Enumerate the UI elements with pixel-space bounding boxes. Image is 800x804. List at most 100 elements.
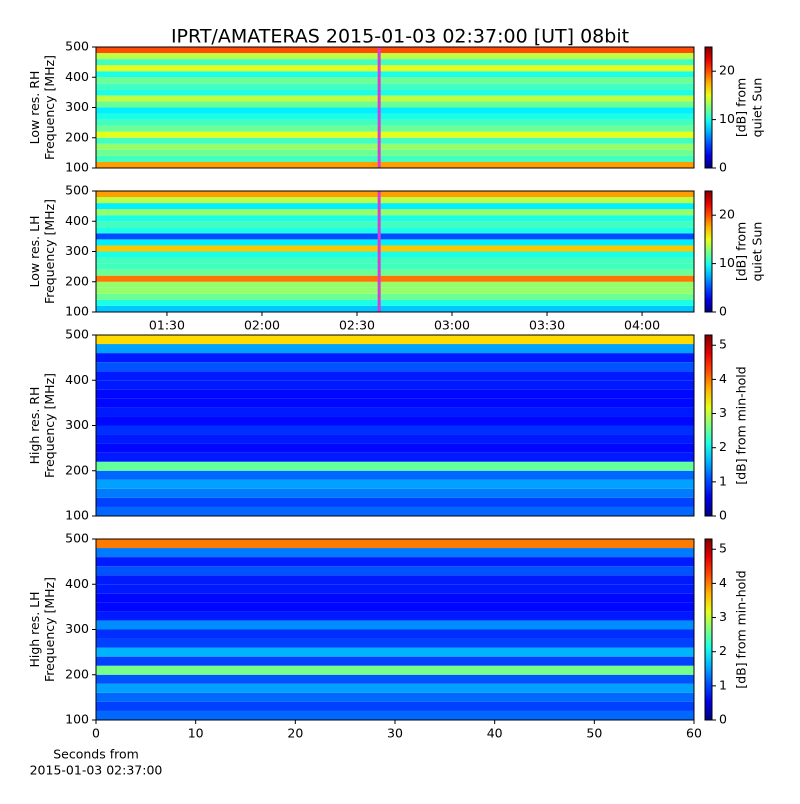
- heatmap-cell: [96, 287, 694, 294]
- heatmap-cell: [96, 107, 694, 114]
- y-tick-label: 400: [65, 213, 89, 228]
- heatmap-cell: [96, 143, 694, 150]
- heatmap-cell: [96, 488, 694, 498]
- y-axis-label: Frequency [MHz]: [42, 55, 57, 160]
- heatmap-cell: [96, 665, 694, 675]
- heatmap-cell: [96, 611, 694, 621]
- colorbar-tick-label: 1: [719, 677, 727, 692]
- heatmap-cell: [96, 221, 694, 228]
- x-tick-label: 60: [686, 726, 702, 741]
- heatmap-cell: [96, 257, 694, 264]
- heatmap-cell: [96, 479, 694, 489]
- heatmap-cell: [96, 251, 694, 258]
- y-tick-label: 100: [65, 712, 89, 727]
- y-tick-label: 300: [65, 417, 89, 432]
- y-tick-label: 500: [65, 327, 89, 342]
- y-tick-label: 500: [65, 183, 89, 198]
- y-tick-label: 400: [65, 576, 89, 591]
- heatmap-cell: [96, 161, 694, 168]
- heatmap-cell: [96, 101, 694, 108]
- heatmap-cell: [96, 89, 694, 96]
- y-tick-label: 400: [65, 372, 89, 387]
- colorbar-tick-label: 3: [719, 405, 727, 420]
- colorbar: [704, 334, 713, 517]
- y-axis-label: Low res. RH: [27, 71, 42, 145]
- colorbar-tick-label: 5: [719, 541, 727, 556]
- colorbar-tick-label: 4: [719, 575, 727, 590]
- heatmap-cell: [96, 461, 694, 471]
- heatmap-cell: [96, 629, 694, 639]
- x-tick-label: 04:00: [624, 318, 660, 333]
- heatmap-cell: [96, 275, 694, 282]
- colorbar-label: [dB] from: [734, 222, 749, 281]
- y-axis-label: Frequency [MHz]: [42, 577, 57, 682]
- heatmap-cell: [96, 647, 694, 657]
- heatmap-cell: [96, 263, 694, 270]
- heatmap-cell: [96, 233, 694, 240]
- x-tick-label: 02:30: [339, 318, 375, 333]
- colorbar-label: quiet Sun: [750, 78, 765, 138]
- x-tick-label: 03:00: [434, 318, 470, 333]
- heatmap-cell: [96, 353, 694, 363]
- y-tick-label: 500: [65, 39, 89, 54]
- heatmap-cell: [96, 299, 694, 306]
- heatmap-cell: [96, 191, 694, 198]
- y-axis-label: Frequency [MHz]: [42, 373, 57, 478]
- heatmap-cell: [96, 602, 694, 612]
- heatmap-cell: [96, 593, 694, 603]
- y-axis-label: Frequency [MHz]: [42, 199, 57, 304]
- colorbar-tick-label: 20: [719, 63, 735, 78]
- heatmap-cell: [96, 371, 694, 381]
- heatmap-cell: [96, 470, 694, 480]
- heatmap-cell: [96, 443, 694, 453]
- heatmap-cell: [96, 434, 694, 444]
- y-axis-label: High res. RH: [27, 387, 42, 465]
- heatmap-cell: [96, 209, 694, 216]
- heatmap-cell: [96, 293, 694, 300]
- colorbar-tick-label: 5: [719, 337, 727, 352]
- heatmap-cell: [96, 683, 694, 693]
- heatmap-cell: [96, 95, 694, 102]
- heatmap-cell: [96, 497, 694, 507]
- heatmap-cell: [96, 452, 694, 462]
- heatmap-cell: [96, 59, 694, 66]
- heatmap-cell: [96, 149, 694, 156]
- colorbar-label: [dB] from min-hold: [734, 570, 749, 688]
- heatmap-cell: [96, 407, 694, 417]
- heatmap-cell: [96, 548, 694, 558]
- colorbar-label: quiet Sun: [750, 222, 765, 282]
- y-tick-label: 200: [65, 666, 89, 681]
- heatmap-cell: [96, 71, 694, 78]
- heatmap-cell: [96, 65, 694, 72]
- x-tick-label: 0: [92, 726, 100, 741]
- colorbar-tick-label: 20: [719, 207, 735, 222]
- heatmap-cell: [96, 710, 694, 720]
- heatmap-cell: [96, 113, 694, 120]
- y-tick-label: 500: [65, 531, 89, 546]
- y-tick-label: 100: [65, 160, 89, 175]
- heatmap-cell: [96, 155, 694, 162]
- heatmap-cell: [96, 131, 694, 138]
- x-tick-label: 40: [487, 726, 503, 741]
- heatmap-cell: [96, 344, 694, 354]
- x-tick-label: 03:30: [529, 318, 565, 333]
- heatmap-cell: [96, 425, 694, 435]
- colorbar-tick-label: 0: [719, 508, 727, 523]
- chart-title: IPRT/AMATERAS 2015-01-03 02:37:00 [UT] 0…: [171, 26, 629, 48]
- y-axis-label: Low res. LH: [27, 216, 42, 288]
- heatmap-cell: [96, 119, 694, 126]
- heatmap-cell: [96, 692, 694, 702]
- heatmap-cell: [96, 239, 694, 246]
- heatmap-cell: [96, 137, 694, 144]
- y-tick-label: 100: [65, 304, 89, 319]
- colorbar-label: [dB] from: [734, 78, 749, 137]
- y-axis-label: High res. LH: [27, 591, 42, 667]
- heatmap-cell: [96, 575, 694, 585]
- colorbar-tick-label: 0: [719, 304, 727, 319]
- colorbar: [704, 190, 713, 313]
- heatmap-cell: [96, 53, 694, 60]
- heatmap-cell: [96, 47, 694, 54]
- colorbar-tick-label: 3: [719, 609, 727, 624]
- heatmap-cell: [96, 77, 694, 84]
- heatmap-cell: [96, 227, 694, 234]
